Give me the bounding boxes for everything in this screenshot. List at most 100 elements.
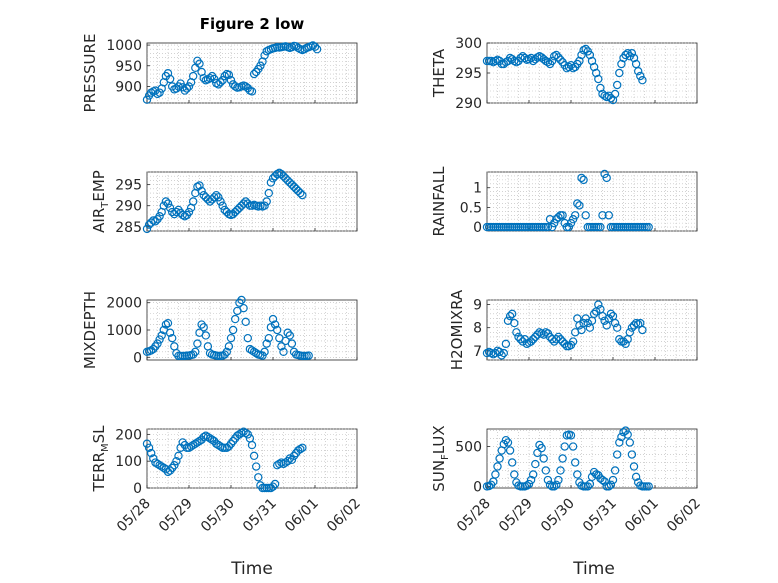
y-axis-label: MIXDEPTH — [81, 291, 99, 369]
data-point — [587, 472, 597, 482]
data-point — [195, 59, 204, 68]
data-point — [277, 169, 286, 179]
data-point — [184, 443, 194, 452]
x-tick-label: 05/28 — [114, 496, 154, 536]
data-point — [491, 470, 500, 479]
data-point — [550, 482, 559, 491]
data-point — [285, 331, 294, 340]
data-point — [252, 462, 261, 471]
y-axis-label: SUNFLUX — [430, 425, 451, 491]
data-point — [201, 431, 210, 440]
y-tick-label: 0 — [133, 481, 142, 497]
data-point — [205, 197, 215, 206]
data-point — [216, 197, 225, 206]
y-tick-label: 950 — [115, 59, 142, 75]
data-point — [644, 482, 653, 491]
data-point — [226, 76, 236, 85]
data-point — [228, 325, 238, 335]
data-point — [144, 220, 154, 229]
data-point — [205, 434, 215, 443]
data-point — [583, 318, 593, 328]
data-point — [220, 205, 229, 215]
data-point — [203, 432, 213, 442]
data-point — [554, 332, 563, 342]
data-point — [142, 439, 152, 448]
y-tick-label: 0 — [473, 479, 482, 495]
data-point — [579, 318, 588, 328]
data-point — [554, 213, 563, 222]
data-point — [153, 339, 162, 348]
data-point — [268, 174, 278, 183]
data-point — [153, 89, 162, 99]
data-point — [220, 350, 229, 359]
data-point — [222, 347, 231, 357]
data-point — [144, 443, 154, 452]
data-point — [289, 182, 299, 191]
data-point — [178, 438, 187, 447]
data-point — [163, 199, 173, 208]
data-point — [237, 295, 246, 305]
x-tick-label: 05/30 — [198, 496, 238, 536]
data-point — [558, 454, 567, 463]
data-point — [256, 61, 265, 70]
data-point — [230, 82, 240, 91]
data-point — [505, 311, 515, 321]
data-point — [279, 172, 288, 181]
data-point — [566, 431, 576, 440]
x-tick-label: 05/29 — [496, 496, 536, 536]
data-point — [541, 466, 551, 475]
data-point — [149, 344, 158, 354]
data-point — [266, 178, 276, 187]
data-point — [237, 428, 246, 438]
y-tick-label: 295 — [455, 66, 482, 82]
subplot-terr-msl: 0 100 200 05/28 05/29 05/30 05/31 06/01 06/02 TER… — [90, 425, 364, 536]
data-point — [560, 339, 569, 349]
data-point — [245, 344, 255, 354]
y-tick-label: 7 — [473, 344, 482, 360]
data-point — [216, 442, 225, 451]
data-point — [235, 298, 244, 307]
y-tick-label: 1 — [473, 181, 482, 197]
data-point — [239, 427, 248, 436]
data-point — [180, 440, 189, 450]
data-point — [243, 430, 252, 439]
data-point — [508, 309, 517, 319]
data-point — [174, 451, 183, 461]
data-point — [279, 347, 288, 357]
data-point — [600, 169, 609, 179]
data-point — [254, 473, 263, 482]
data-point — [235, 203, 244, 213]
data-point — [283, 176, 292, 185]
data-point — [184, 207, 194, 217]
data-point — [627, 323, 637, 332]
data-point — [537, 443, 546, 453]
data-point — [613, 323, 622, 332]
y-tick-label: 9 — [473, 298, 482, 314]
data-point — [167, 463, 177, 473]
data-point — [224, 342, 234, 351]
data-point — [260, 201, 269, 210]
data-point — [522, 481, 532, 490]
data-point — [241, 428, 250, 438]
data-point — [216, 78, 225, 87]
data-point — [224, 442, 234, 451]
data-point — [226, 439, 236, 448]
data-point — [543, 58, 553, 67]
data-point — [142, 224, 152, 234]
data-point — [529, 335, 538, 344]
subplot-sun-flux: 0 500 05/28 05/29 05/30 05/31 06/01 06/02 SUNFLU… — [430, 425, 704, 535]
data-point — [636, 71, 645, 81]
data-point — [524, 479, 534, 489]
data-point — [199, 432, 208, 442]
data-point — [191, 439, 200, 448]
data-point — [579, 175, 588, 185]
data-point — [277, 342, 286, 351]
data-point — [165, 74, 175, 84]
y-axis-label: RAINFALL — [430, 166, 448, 237]
y-tick-label: 295 — [115, 178, 142, 194]
data-point — [228, 209, 238, 219]
data-point — [155, 335, 164, 344]
data-point — [543, 222, 553, 232]
